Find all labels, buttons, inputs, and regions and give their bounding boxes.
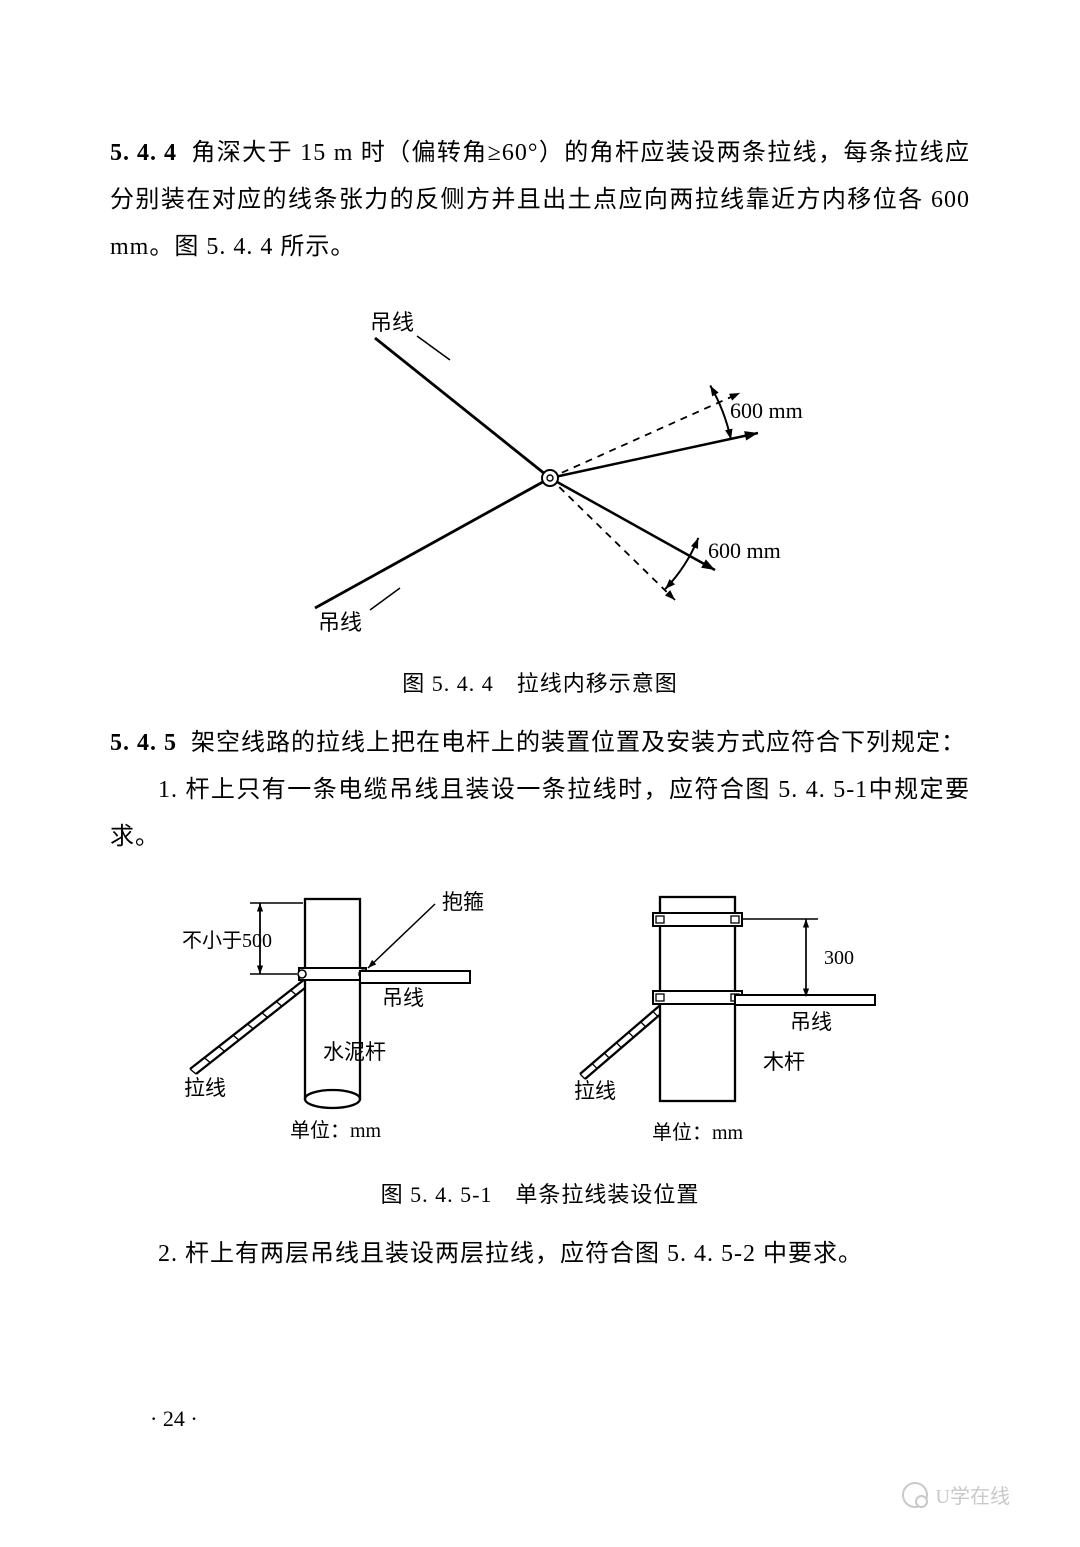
item-1: 1. 杆上只有一条电缆吊线且装设一条拉线时，应符合图 5. 4. 5-1中规定要…	[110, 767, 970, 861]
svg-text:抱箍: 抱箍	[442, 890, 484, 914]
svg-text:600 mm: 600 mm	[708, 538, 781, 563]
svg-text:不小于500: 不小于500	[182, 929, 272, 952]
svg-text:吊线: 吊线	[790, 1010, 832, 1034]
svg-text:拉线: 拉线	[574, 1079, 616, 1103]
figure-5451-svg: 不小于500 抱箍吊线拉线 水泥杆单位：mm 300 吊线拉线 木杆单位：mm	[160, 879, 920, 1159]
figure-544-caption: 图 5. 4. 4 拉线内移示意图	[110, 666, 970, 698]
svg-text:600 mm: 600 mm	[730, 398, 803, 423]
wechat-icon	[902, 1482, 928, 1508]
svg-text:单位：mm: 单位：mm	[652, 1121, 744, 1144]
section-text-545: 架空线路的拉线上把在电杆上的装置位置及安装方式应符合下列规定：	[191, 730, 966, 756]
watermark-text: U学在线	[936, 1480, 1010, 1509]
figure-5451-caption: 图 5. 4. 5-1 单条拉线装设位置	[110, 1177, 970, 1209]
svg-text:拉线: 拉线	[184, 1076, 226, 1100]
svg-text:吊线: 吊线	[318, 610, 362, 635]
svg-text:300: 300	[824, 947, 854, 969]
item-2: 2. 杆上有两层吊线且装设两层拉线，应符合图 5. 4. 5-2 中要求。	[110, 1231, 970, 1278]
section-number-545: 5. 4. 5	[110, 720, 177, 767]
svg-text:吊线: 吊线	[370, 310, 414, 335]
section-text-544: 角深大于 15 m 时（偏转角≥60°）的角杆应装设两条拉线，每条拉线应分别装在…	[110, 140, 970, 260]
svg-text:木杆: 木杆	[763, 1050, 805, 1074]
paragraph-544: 5. 4. 4角深大于 15 m 时（偏转角≥60°）的角杆应装设两条拉线，每条…	[110, 130, 970, 270]
svg-text:水泥杆: 水泥杆	[323, 1040, 386, 1064]
page-number: · 24 ·	[150, 1406, 198, 1432]
svg-text:单位：mm: 单位：mm	[290, 1119, 382, 1142]
paragraph-545: 5. 4. 5 架空线路的拉线上把在电杆上的装置位置及安装方式应符合下列规定：	[110, 720, 970, 767]
svg-text:吊线: 吊线	[382, 986, 424, 1010]
figure-544: 吊线吊线600 mm600 mm 图 5. 4. 4 拉线内移示意图	[110, 288, 970, 698]
watermark: U学在线	[902, 1480, 1010, 1509]
figure-544-svg: 吊线吊线600 mm600 mm	[260, 288, 820, 648]
figure-5451: 不小于500 抱箍吊线拉线 水泥杆单位：mm 300 吊线拉线 木杆单位：mm 图 5. …	[110, 879, 970, 1209]
section-number-544: 5. 4. 4	[110, 130, 177, 177]
